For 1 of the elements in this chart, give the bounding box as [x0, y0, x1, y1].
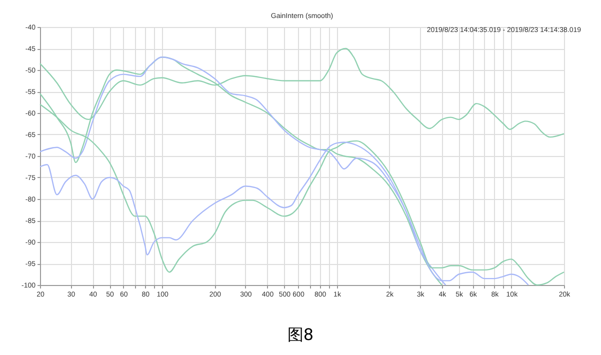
- caption: 图8: [286, 325, 315, 346]
